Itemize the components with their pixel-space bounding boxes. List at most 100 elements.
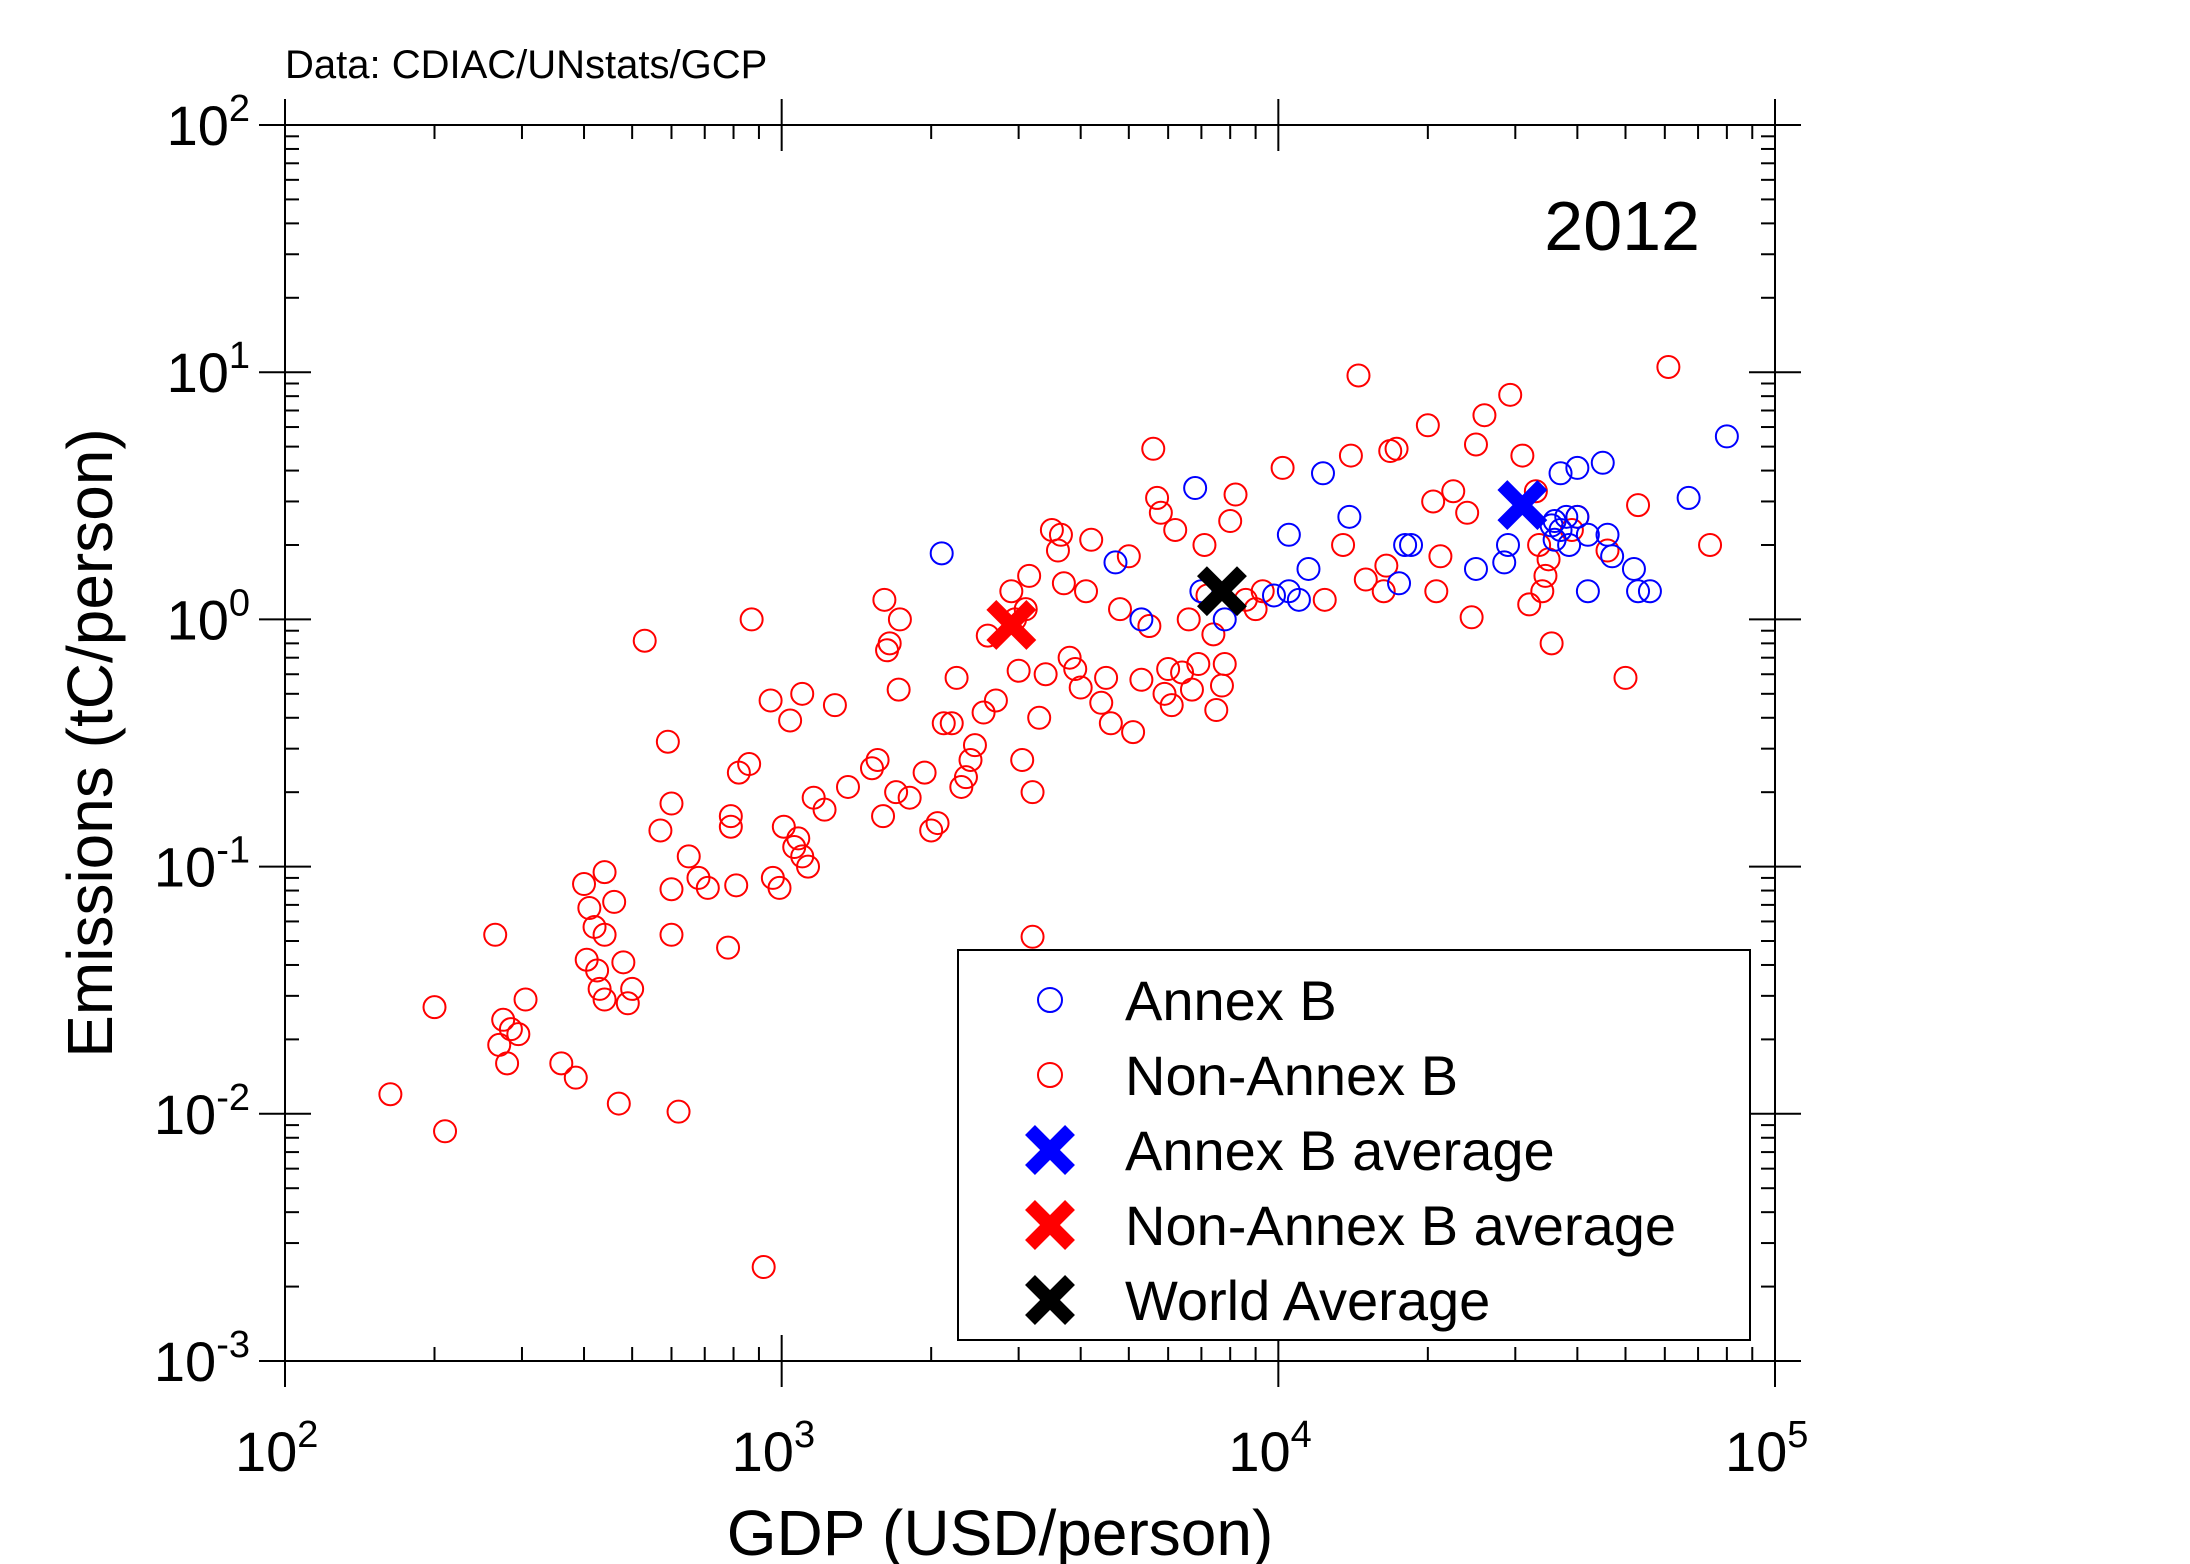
annex-b-point: [1212, 607, 1237, 632]
x-tick-label: 103: [732, 1414, 815, 1483]
non-annex-b-point: [577, 896, 602, 921]
axis-ticks: [259, 99, 1801, 1387]
non-annex-b-point: [1048, 522, 1073, 547]
non-annex-b-point: [695, 875, 720, 900]
x-axis-label: GDP (USD/person): [727, 1497, 1274, 1564]
non-annex-b-point: [506, 1022, 531, 1047]
non-annex-b-point: [1057, 645, 1082, 670]
non-annex-b-point: [767, 875, 792, 900]
y-axis-label: Emissions (tC/person): [54, 428, 126, 1058]
non-annex-b-point: [872, 587, 897, 612]
non-annex-b-point: [1374, 553, 1399, 578]
non-annex-b-point: [1463, 432, 1488, 457]
non-annex-b-point: [1137, 614, 1162, 639]
non-annex-b-point: [1163, 517, 1188, 542]
non-annex-b-point: [1027, 705, 1052, 730]
non-annex-b-point: [999, 579, 1024, 604]
non-annex-b-point: [1033, 662, 1058, 687]
non-annex-b-point: [1094, 665, 1119, 690]
annex-b-point: [1557, 532, 1582, 557]
non-annex-b-point: [1148, 500, 1173, 525]
non-annex-b-point: [953, 765, 978, 790]
non-annex-b-point: [1498, 382, 1523, 407]
non-annex-b-point: [587, 976, 612, 1001]
annex-b-point: [1286, 587, 1311, 612]
non-annex-b-point: [939, 711, 964, 736]
non-annex-b-point: [1121, 720, 1146, 745]
annex-b-point: [1590, 450, 1615, 475]
non-annex-b-point: [1312, 587, 1337, 612]
annex-b-point: [1463, 556, 1488, 581]
non-annex-b-point: [592, 860, 617, 885]
non-annex-b-point: [1156, 657, 1181, 682]
annex-b-point: [1548, 461, 1573, 486]
annex-b-point: [1637, 579, 1662, 604]
legend-marker-cross: [1025, 1275, 1075, 1325]
non-annex-b-point: [897, 785, 922, 810]
non-annex-b-point: [884, 780, 909, 805]
annex-b-point: [1310, 461, 1335, 486]
legend-label: Annex B average: [1125, 1119, 1555, 1182]
non-annex-b-point: [1159, 693, 1184, 718]
annex-b-point: [1565, 455, 1590, 480]
annex-b-point: [1276, 522, 1301, 547]
non-annex-b-point: [666, 1099, 691, 1124]
non-annex-b-point: [1415, 413, 1440, 438]
x-tick-label: 102: [235, 1414, 318, 1483]
non-annex-b-point: [1176, 607, 1201, 632]
non-annex-b-point: [563, 1065, 588, 1090]
non-annex-b-point: [931, 711, 956, 736]
non-annex-b-point: [1074, 579, 1099, 604]
non-annex-b-point: [1250, 579, 1275, 604]
non-annex-b-point: [1346, 363, 1371, 388]
non-annex-b-point: [865, 747, 890, 772]
non-annex-b-point: [1218, 509, 1243, 534]
non-annex-b-point: [771, 814, 796, 839]
non-annex-b-point: [1010, 747, 1035, 772]
non-annex-b-point: [1129, 667, 1154, 692]
non-annex-b-point: [1020, 780, 1045, 805]
world-average-marker: [1197, 566, 1247, 617]
non-annex-b-point: [572, 872, 597, 897]
non-annex-b-point: [758, 688, 783, 713]
non-annex-b-point: [1223, 482, 1248, 507]
annex-b-point: [1399, 532, 1424, 557]
non-annex-b-point: [648, 818, 673, 843]
non-annex-b-point: [1517, 592, 1542, 617]
non-annex-b-point: [1068, 675, 1093, 700]
non-annex-b-point: [422, 995, 447, 1020]
non-annex-b-point: [1595, 538, 1620, 563]
non-annex-b-point: [483, 922, 508, 947]
annex-b-point: [1393, 532, 1418, 557]
plot-frame: [284, 124, 1776, 1362]
non-annex-b-point: [592, 922, 617, 947]
annex-b-point: [1296, 556, 1321, 581]
annex-b-point: [1337, 504, 1362, 529]
non-annex-b-point: [1192, 532, 1217, 557]
non-annex-b-point: [659, 922, 684, 947]
non-annex-b-point: [1017, 563, 1042, 588]
annex-b-point: [1103, 550, 1128, 575]
non-annex-b-point: [632, 628, 657, 653]
year-label: 2012: [1544, 187, 1700, 265]
non-annex-b-point: [620, 976, 645, 1001]
non-annex-b-point: [592, 987, 617, 1012]
non-annex-b-point: [1626, 493, 1651, 518]
non-annex-b-point: [513, 987, 538, 1012]
non-annex-b-point: [718, 814, 743, 839]
non-annex-b-point: [659, 877, 684, 902]
legend-box: [957, 949, 1751, 1341]
non-annex-b-point: [1204, 698, 1229, 723]
non-annex-b-point: [822, 693, 847, 718]
non-annex-b-point: [1459, 605, 1484, 630]
non-annex-b-point: [433, 1119, 458, 1144]
non-annex-b-point: [958, 747, 983, 772]
non-annex-b-point: [676, 844, 701, 869]
non-annex-b-point: [1384, 436, 1409, 461]
x-tick-label: 105: [1725, 1414, 1808, 1483]
annex-b-point: [1676, 485, 1701, 510]
non-annex-b-point: [1441, 479, 1466, 504]
non-annex-b-point: [944, 665, 969, 690]
non-annex-b-point: [737, 752, 762, 777]
